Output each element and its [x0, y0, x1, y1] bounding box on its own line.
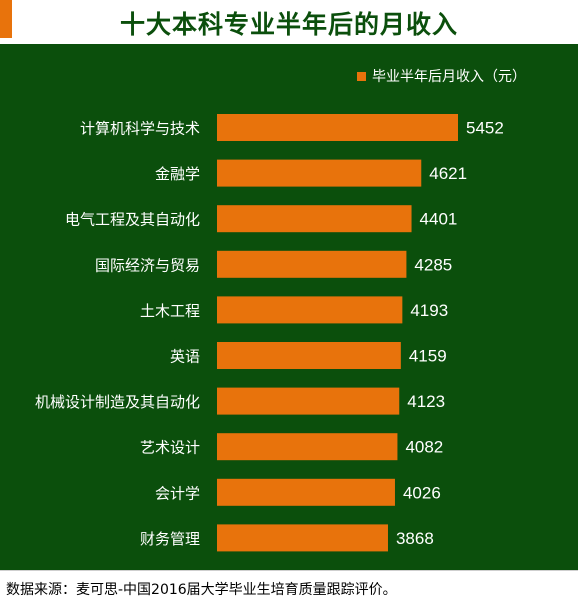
bar-value-label: 4621 — [429, 164, 467, 183]
category-label: 计算机科学与技术 — [80, 120, 200, 138]
bar — [217, 342, 401, 369]
category-label: 金融学 — [155, 165, 200, 183]
category-label: 财务管理 — [140, 530, 200, 548]
bar — [217, 387, 400, 415]
category-label: 艺术设计 — [140, 439, 200, 457]
bar — [217, 524, 388, 552]
category-label: 国际经济与贸易 — [95, 256, 200, 274]
category-label: 机械设计制造及其自动化 — [35, 393, 200, 411]
category-label: 电气工程及其自动化 — [65, 211, 200, 229]
bar-value-label: 4285 — [414, 255, 452, 274]
bar-value-label: 5452 — [466, 119, 504, 138]
bar — [217, 205, 412, 233]
category-label: 英语 — [170, 348, 200, 366]
bar-value-label: 4193 — [410, 301, 448, 320]
footer: 数据来源：麦可思-中国2016届大学毕业生培育质量跟踪评价。 — [0, 570, 578, 607]
category-label: 会计学 — [155, 484, 200, 502]
title-band: 十大本科专业半年后的月收入 — [0, 0, 578, 44]
chart-title: 十大本科专业半年后的月收入 — [119, 10, 458, 39]
bar-value-label: 3868 — [396, 529, 434, 548]
chart-legend: 毕业半年后月收入（元） — [357, 66, 526, 86]
bar-value-label: 4159 — [409, 347, 447, 366]
category-label: 土木工程 — [140, 302, 200, 320]
legend-label: 毕业半年后月收入（元） — [372, 69, 526, 85]
legend-swatch — [357, 71, 366, 81]
bar — [217, 296, 403, 324]
bar — [217, 250, 407, 278]
data-source-note: 数据来源：麦可思-中国2016届大学毕业生培育质量跟踪评价。 — [6, 582, 397, 598]
bar — [217, 114, 458, 141]
bar — [217, 478, 395, 506]
bar-value-label: 4123 — [407, 392, 445, 411]
bar — [217, 159, 422, 187]
bar — [217, 433, 398, 461]
bar-value-label: 4082 — [405, 438, 443, 457]
bar-value-label: 4026 — [403, 483, 441, 502]
bar-chart: 计算机科学与技术 5452 金融学 4621 电气工程及其自动化 4401 国际经济与贸易 4… — [35, 114, 504, 552]
bar-value-label: 4401 — [420, 210, 458, 229]
title-accent-bar — [0, 0, 12, 38]
